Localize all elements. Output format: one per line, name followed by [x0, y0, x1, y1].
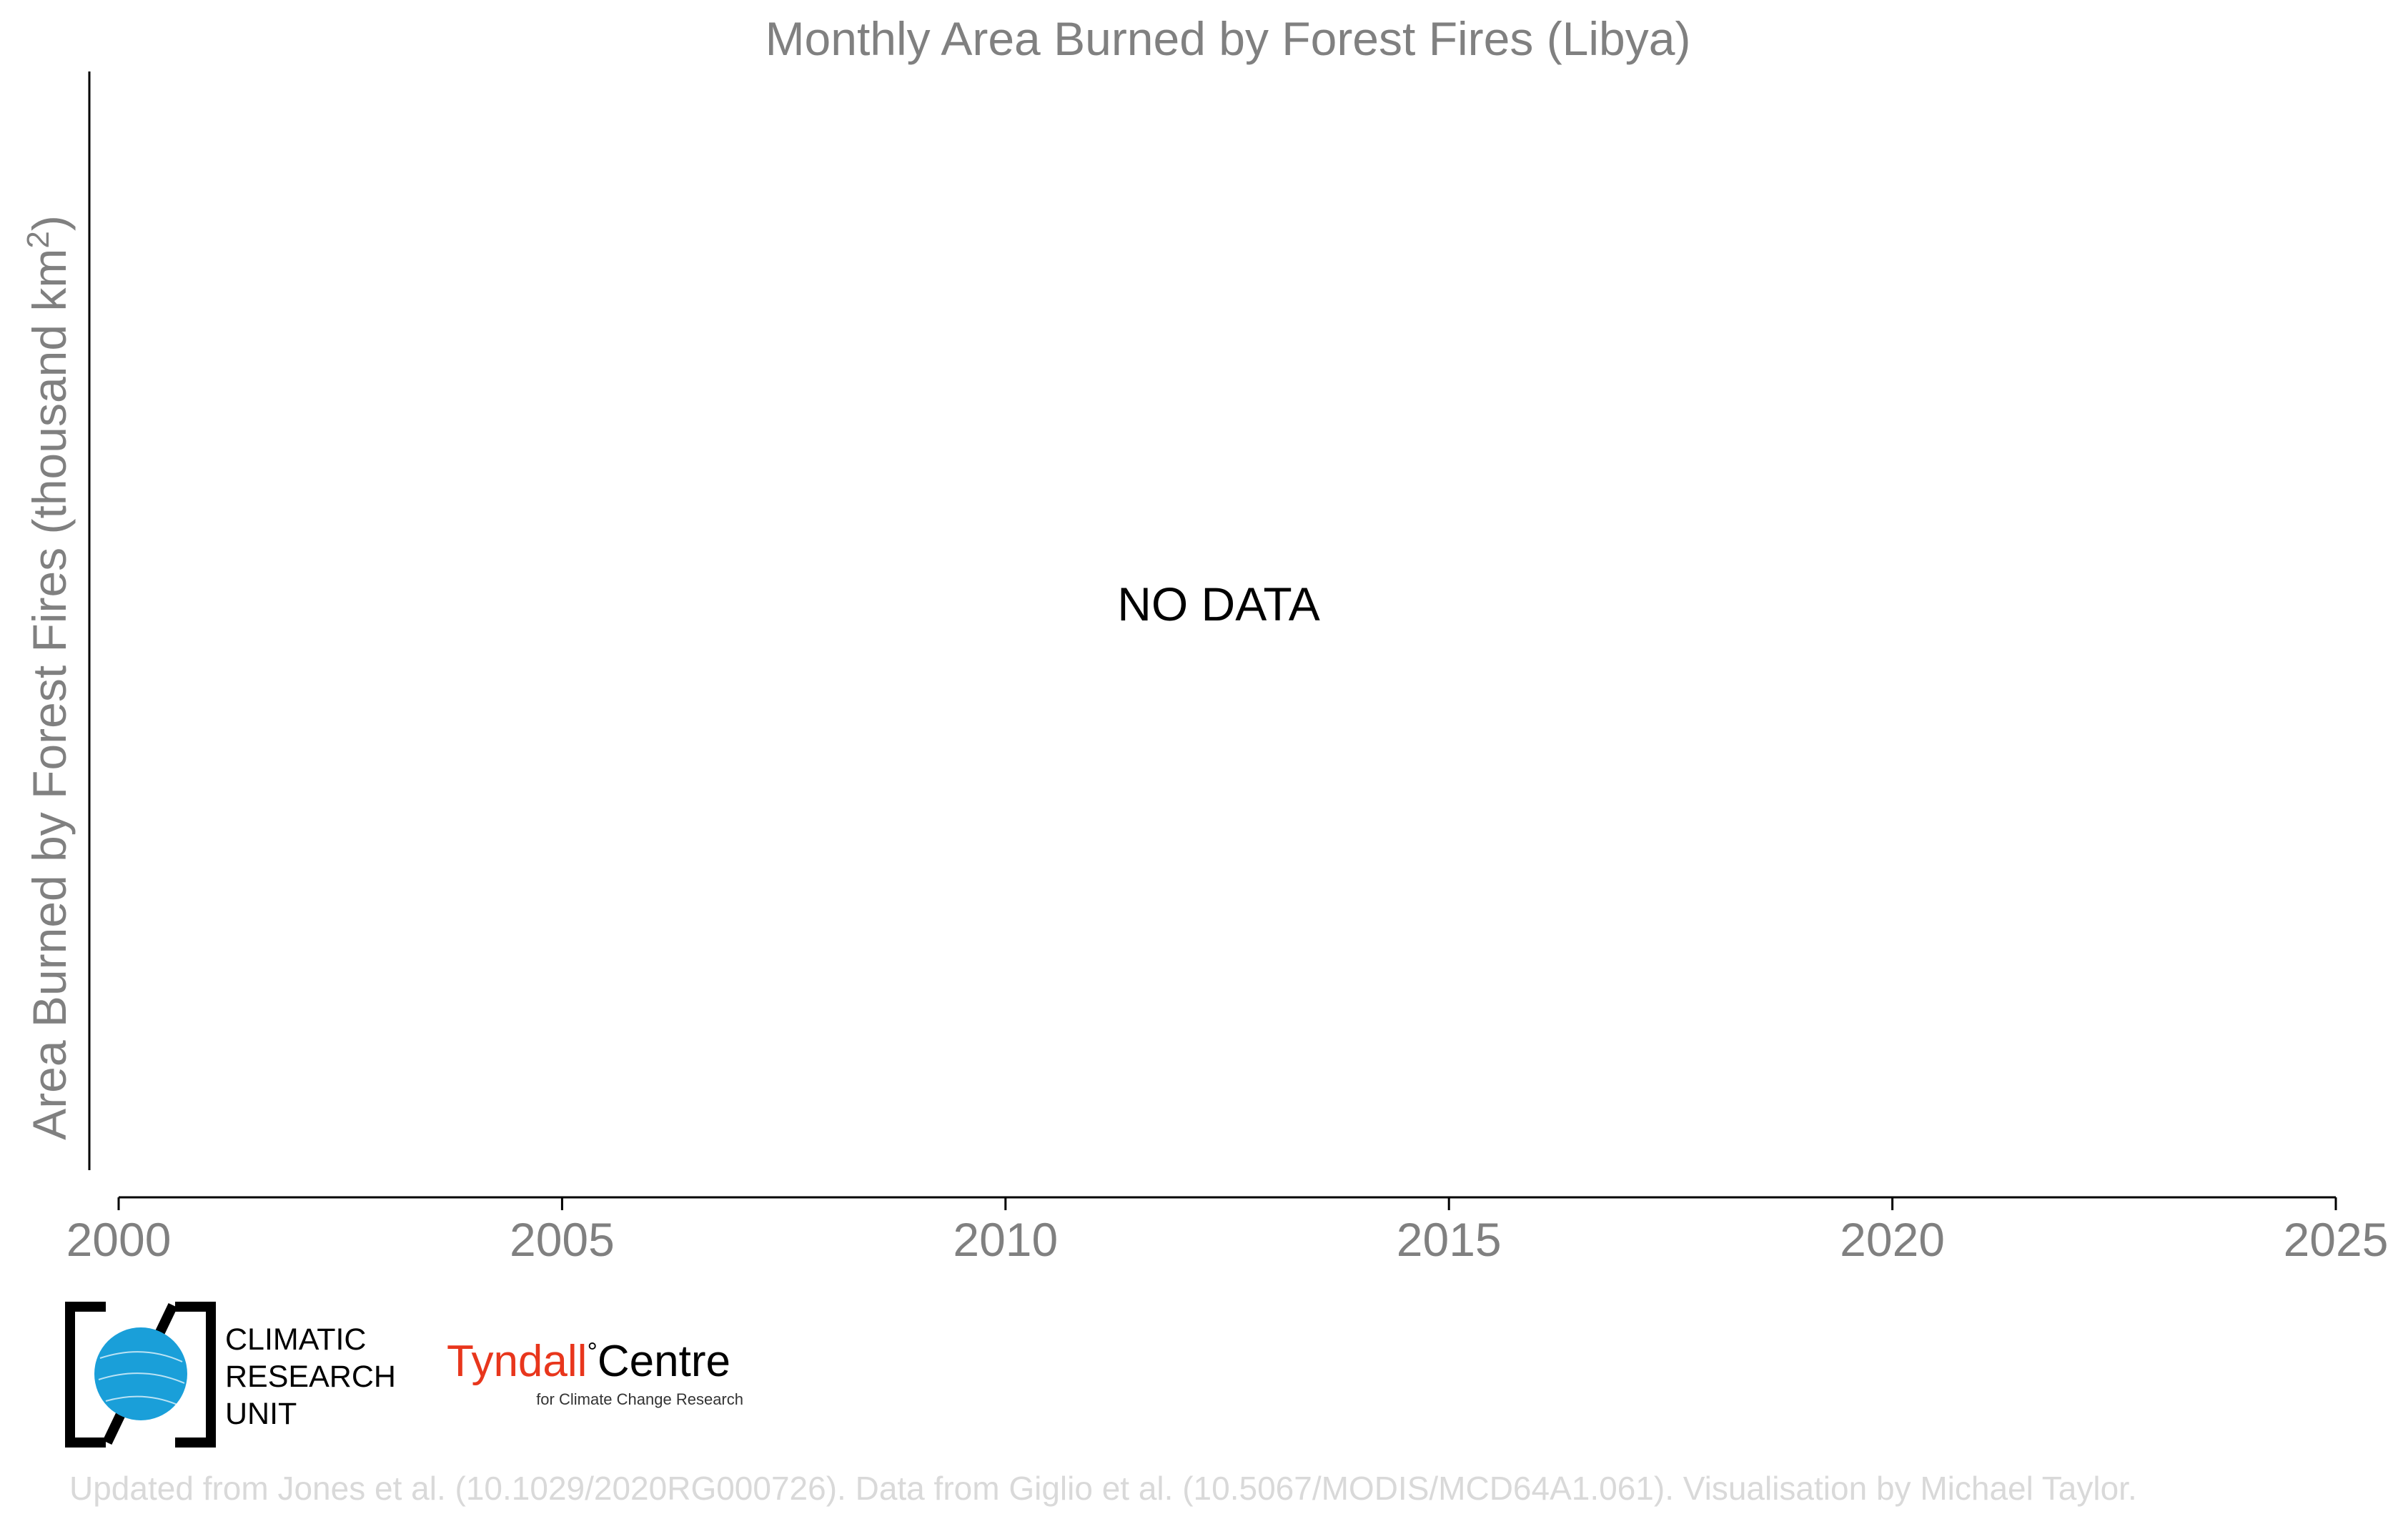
tyndall-subtitle: for Climate Change Research: [536, 1390, 743, 1408]
y-axis-label: Area Burned by Forest Fires (thousand km…: [21, 215, 76, 1140]
no-data-annotation: NO DATA: [1117, 578, 1320, 630]
cru-line-3: UNIT: [225, 1397, 297, 1431]
cru-bracket-left: [65, 1302, 106, 1448]
x-axis-ticks: 2000 2005 2010 2015 2020 2025: [66, 1197, 2389, 1266]
x-tick-label: 2005: [510, 1213, 615, 1266]
cru-line-2: RESEARCH: [225, 1360, 396, 1394]
tyndall-centre: Centre: [598, 1337, 730, 1386]
x-tick-label: 2015: [1397, 1213, 1502, 1266]
cru-globe-contours: [98, 1351, 185, 1405]
tyndall-wordmark: Tyndall°Centre: [447, 1337, 730, 1386]
tyndall-degree: °: [587, 1337, 597, 1366]
chart-title: Monthly Area Burned by Forest Fires (Lib…: [765, 12, 1691, 65]
credit-line: Updated from Jones et al. (10.1029/2020R…: [69, 1470, 2137, 1507]
cru-line-1: CLIMATIC: [225, 1322, 367, 1357]
tyndall-name: Tyndall: [447, 1337, 587, 1386]
tyndall-logo: Tyndall°Centre for Climate Change Resear…: [447, 1337, 743, 1408]
y-axis-label-close: ): [23, 215, 76, 231]
x-tick-label: 2000: [66, 1213, 172, 1266]
x-tick-label: 2020: [1840, 1213, 1945, 1266]
x-tick-label: 2025: [2284, 1213, 2389, 1266]
cru-bracket-right: [175, 1302, 216, 1448]
y-axis-label-superscript: 2: [21, 231, 56, 248]
y-axis-label-main: Area Burned by Forest Fires (thousand km: [23, 249, 76, 1140]
cru-logo: CLIMATIC RESEARCH UNIT: [65, 1302, 396, 1448]
x-tick-label: 2010: [953, 1213, 1058, 1266]
